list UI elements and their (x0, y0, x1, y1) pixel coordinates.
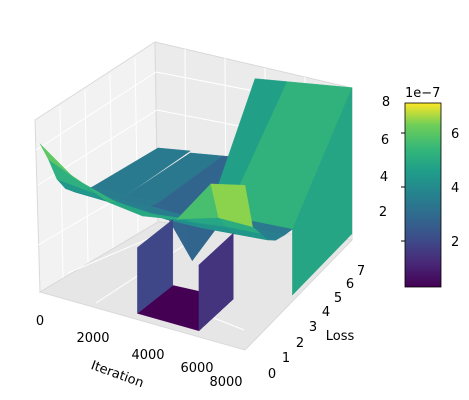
z-tick-label: 8 (382, 95, 390, 110)
x-axis: 0 2000 4000 6000 8000 Iteration (36, 314, 243, 391)
floor-pane (38, 221, 354, 351)
y-tick-label: 1 (282, 351, 290, 366)
surface-wall (137, 219, 174, 314)
x-tick-label: 8000 (209, 375, 242, 390)
z-tick-label: 4 (380, 170, 388, 185)
y-tick-label: 2 (296, 336, 304, 351)
y-tick-label: 6 (346, 277, 354, 292)
y-axis-label: Loss (326, 329, 355, 344)
surface-patch (210, 183, 253, 228)
x-axis-label: Iteration (89, 358, 146, 391)
z-tick-label: 2 (379, 205, 387, 220)
y-tick-label: 3 (309, 320, 317, 335)
y-axis: 0 1 2 3 4 5 6 7 Loss (268, 264, 365, 382)
colorbar: 1e−7 2 4 6 (401, 86, 459, 288)
y-tick-label: 5 (334, 291, 342, 306)
surface-wall (198, 232, 234, 332)
surface-wall (292, 87, 353, 296)
y-tick-label: 7 (357, 264, 365, 279)
x-tick-label: 2000 (76, 331, 109, 346)
colorbar-tick-label: 4 (451, 181, 459, 196)
z-tick-label: 6 (381, 133, 389, 148)
colorbar-gradient (404, 102, 442, 288)
colorbar-tick-label: 6 (451, 127, 459, 142)
x-tick-label: 6000 (180, 361, 213, 376)
surface-mesh (39, 78, 353, 332)
colorbar-tick-label: 2 (451, 235, 459, 250)
y-tick-label: 0 (268, 367, 276, 382)
z-axis: 2 4 6 8 (379, 95, 390, 220)
x-tick-label: 0 (36, 314, 44, 329)
y-tick-label: 4 (322, 305, 330, 320)
x-tick-label: 4000 (131, 348, 164, 363)
colorbar-scale-label: 1e−7 (405, 86, 440, 101)
